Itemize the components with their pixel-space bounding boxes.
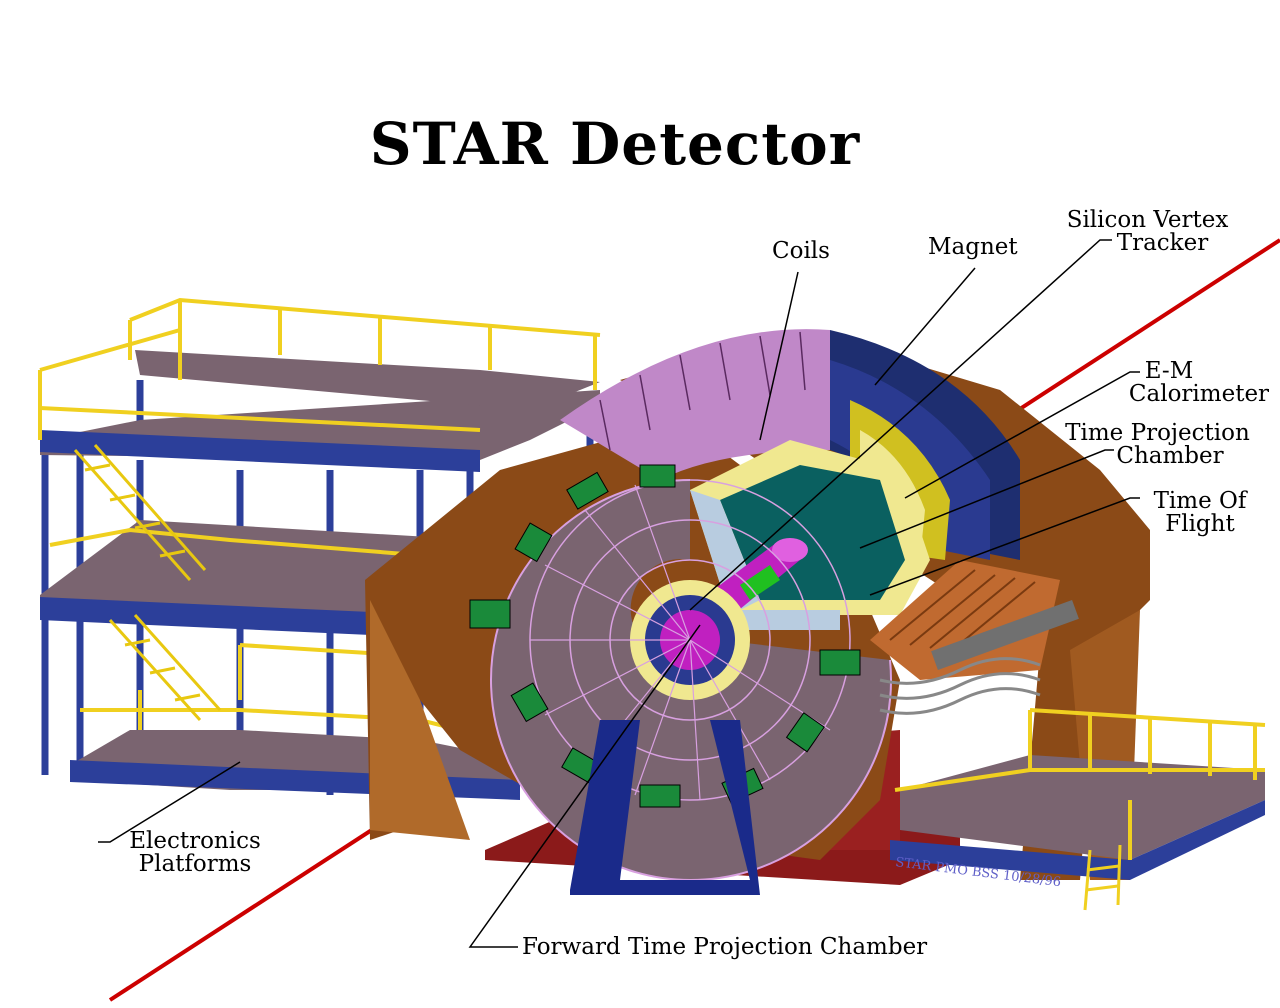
label-tpc: Time Projection Chamber xyxy=(1050,422,1265,468)
label-svt: Silicon Vertex Tracker xyxy=(1050,209,1245,255)
label-elec-line1: Electronics xyxy=(129,828,261,854)
label-tof-line1: Time Of xyxy=(1153,488,1247,514)
label-em-calorimeter: E-M Calorimeter xyxy=(1118,360,1280,406)
label-em-line1: E-M xyxy=(1144,358,1194,384)
label-tof-line2: Flight xyxy=(1165,511,1235,537)
label-elec-line2: Platforms xyxy=(138,851,252,877)
label-tpc-line2: Chamber xyxy=(1116,443,1224,469)
label-magnet-text: Magnet xyxy=(928,234,1018,260)
right-platform: STAR PMO BSS 10/28/96 xyxy=(890,708,1266,911)
tof-trays xyxy=(870,560,1079,715)
label-svt-line2: Tracker xyxy=(1116,230,1209,256)
label-ftpc: Forward Time Projection Chamber xyxy=(522,936,927,959)
label-ftpc-text: Forward Time Projection Chamber xyxy=(522,934,928,960)
label-electronics-platforms: Electronics Platforms xyxy=(110,830,280,876)
label-coils-text: Coils xyxy=(772,238,830,264)
label-tof: Time Of Flight xyxy=(1135,490,1265,536)
support-legs xyxy=(570,720,760,895)
label-magnet: Magnet xyxy=(928,236,1018,259)
label-tpc-line1: Time Projection xyxy=(1065,420,1250,446)
label-svt-line1: Silicon Vertex xyxy=(1066,207,1229,233)
label-em-line2: Calorimeter xyxy=(1128,381,1270,407)
label-coils: Coils xyxy=(772,240,830,263)
page-title: STAR Detector xyxy=(369,110,861,178)
leader-lines xyxy=(98,239,1140,948)
